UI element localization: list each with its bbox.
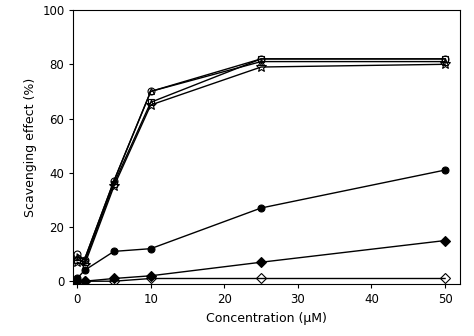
X-axis label: Concentration (μM): Concentration (μM) (206, 311, 327, 325)
Y-axis label: Scavenging effect (%): Scavenging effect (%) (24, 77, 36, 217)
